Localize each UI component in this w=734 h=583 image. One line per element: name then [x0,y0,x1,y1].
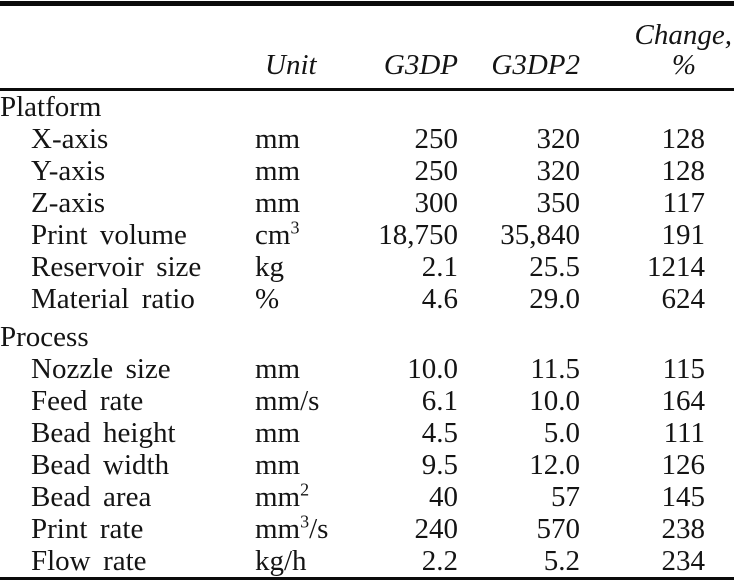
row-label: Reservoir size [31,251,202,283]
header-unit: Unit [265,49,317,81]
table-row: Feed rate mm/s 6.1 10.0 164 [0,385,734,417]
row-g3dp-value: 9.5 [421,449,458,481]
table-row: Flow rate kg/h 2.2 5.2 234 [0,545,734,577]
row-unit: kg/h [255,545,307,577]
row-change-value: 128 [661,155,706,187]
row-change-value: 126 [661,449,706,481]
table-row: Reservoir size kg 2.1 25.5 1214 [0,251,734,283]
row-unit: mm3/s [255,511,329,545]
row-g3dp-value: 300 [414,187,459,219]
table-bottom-rule [0,577,734,580]
table-row: Bead height mm 4.5 5.0 111 [0,417,734,449]
row-g3dp-value: 10.0 [407,353,458,385]
row-label: Material ratio [31,283,195,315]
table-row: Print rate mm3/s 240 570 238 [0,511,734,545]
row-unit: mm [255,449,301,481]
row-g3dp-value: 240 [414,513,459,545]
table-row: Bead width mm 9.5 12.0 126 [0,449,734,481]
row-g3dp-value: 6.1 [421,385,458,417]
row-label: Nozzle size [31,353,171,385]
row-unit: mm2 [255,479,310,513]
row-change-value: 1214 [647,251,705,283]
section-title: Platform [0,91,102,123]
table-header-row: Unit G3DP G3DP2 Change, % [0,6,734,88]
row-g3dp-value: 250 [414,155,459,187]
row-g3dp-value: 2.1 [421,251,458,283]
table-body: Platform X-axis mm 250 320 128 Y-axis mm 250 320 1… [0,91,734,577]
unit-superscript: 2 [300,479,310,500]
row-g3dp-value: 4.5 [421,417,458,449]
row-g3dp2-value: 320 [536,155,581,187]
row-g3dp2-value: 5.2 [543,545,580,577]
row-label: Print volume [31,219,187,251]
row-change-value: 164 [661,385,706,417]
unit-superscript: 3 [290,217,300,238]
row-g3dp2-value: 25.5 [529,251,580,283]
row-change-value: 128 [661,123,706,155]
row-change-value: 624 [661,283,706,315]
row-change-value: 234 [661,545,706,577]
section-row: Process [0,321,734,353]
table-top-rule [0,1,734,6]
row-g3dp2-value: 35,840 [500,219,580,251]
row-unit: % [255,283,280,315]
header-change: Change, % [580,20,734,80]
row-label: Feed rate [31,385,144,417]
row-g3dp-value: 40 [429,481,458,513]
table-row: Y-axis mm 250 320 128 [0,155,734,187]
row-g3dp2-value: 12.0 [529,449,580,481]
table-row: Z-axis mm 300 350 117 [0,187,734,219]
unit-superscript: 3 [300,511,310,532]
row-label: Print rate [31,513,144,545]
row-label: Bead height [31,417,176,449]
header-change-word: Change, [634,19,732,51]
row-g3dp2-value: 320 [536,123,581,155]
row-g3dp2-value: 5.0 [543,417,580,449]
row-unit: mm [255,187,301,219]
header-g3dp2: G3DP2 [491,49,580,81]
row-change-value: 115 [662,353,705,385]
row-g3dp-value: 2.2 [421,545,458,577]
table-row: Material ratio% 4.6 29.0 624 [0,283,734,315]
row-label: Y-axis [31,155,106,187]
row-unit: mm [255,353,301,385]
row-g3dp2-value: 10.0 [529,385,580,417]
row-label: Flow rate [31,545,147,577]
row-g3dp2-value: 350 [536,187,581,219]
row-label: Z-axis [31,187,106,219]
row-unit: kg [255,251,284,283]
row-unit: mm [255,417,301,449]
row-change-value: 145 [661,481,706,513]
row-g3dp2-value: 570 [536,513,581,545]
row-g3dp2-value: 11.5 [530,353,580,385]
row-unit: mm [255,155,301,187]
section-row: Platform [0,91,734,123]
row-g3dp-value: 18,750 [378,219,458,251]
row-label: Bead area [31,481,152,513]
row-unit: mm [255,123,301,155]
table-row: X-axis mm 250 320 128 [0,123,734,155]
header-change-percent: % [671,49,696,81]
row-unit: mm/s [255,385,320,417]
row-unit: cm3 [255,217,300,251]
row-g3dp2-value: 57 [551,481,580,513]
row-label: Bead width [31,449,170,481]
row-g3dp-value: 250 [414,123,459,155]
table-row: Nozzle size mm 10.0 11.5 115 [0,353,734,385]
table-header-rule [0,88,734,91]
table-row: Bead area mm2 40 57 145 [0,479,734,513]
row-g3dp-value: 4.6 [421,283,458,315]
row-change-value: 191 [661,219,706,251]
row-change-value: 111 [663,417,705,449]
row-change-value: 117 [662,187,705,219]
section-title: Process [0,321,89,353]
table-row: Print volume cm3 18,750 35,840 191 [0,217,734,251]
header-g3dp: G3DP [383,49,458,81]
row-label: X-axis [31,123,109,155]
row-g3dp2-value: 29.0 [529,283,580,315]
row-change-value: 238 [661,513,706,545]
